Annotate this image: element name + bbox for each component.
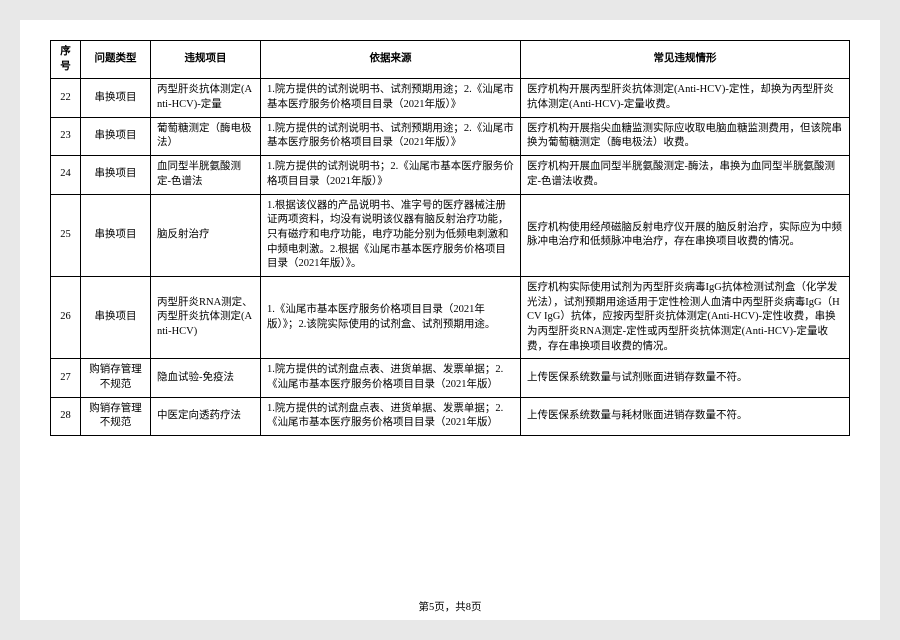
table-row: 22串换项目丙型肝炎抗体测定(Anti-HCV)-定量1.院方提供的试剂说明书、… xyxy=(51,79,850,117)
cell-violation: 医疗机构开展血同型半胱氨酸测定-酶法，串换为血同型半胱氨酸测定-色谱法收费。 xyxy=(521,156,850,194)
page-footer: 第5页，共8页 xyxy=(20,599,880,614)
cell-basis: 1.院方提供的试剂说明书、试剂预期用途；2.《汕尾市基本医疗服务价格项目目录（2… xyxy=(261,117,521,155)
violations-table: 序号 问题类型 违规项目 依据来源 常见违规情形 22串换项目丙型肝炎抗体测定(… xyxy=(50,40,850,436)
cell-seq: 25 xyxy=(51,194,81,276)
cell-item: 丙型肝炎抗体测定(Anti-HCV)-定量 xyxy=(151,79,261,117)
table-body: 22串换项目丙型肝炎抗体测定(Anti-HCV)-定量1.院方提供的试剂说明书、… xyxy=(51,79,850,436)
header-type: 问题类型 xyxy=(81,41,151,79)
table-row: 28购销存管理不规范中医定向透药疗法1.院方提供的试剂盘点表、进货单据、发票单据… xyxy=(51,397,850,435)
cell-item: 脑反射治疗 xyxy=(151,194,261,276)
cell-violation: 医疗机构使用经颅磁脑反射电疗仪开展的脑反射治疗，实际应为中频脉冲电治疗和低频脉冲… xyxy=(521,194,850,276)
cell-item: 血同型半胱氨酸测定-色谱法 xyxy=(151,156,261,194)
cell-basis: 1.院方提供的试剂盘点表、进货单据、发票单据；2.《汕尾市基本医疗服务价格项目目… xyxy=(261,359,521,397)
cell-type: 串换项目 xyxy=(81,194,151,276)
cell-type: 串换项目 xyxy=(81,156,151,194)
cell-seq: 27 xyxy=(51,359,81,397)
cell-basis: 1.院方提供的试剂盘点表、进货单据、发票单据；2.《汕尾市基本医疗服务价格项目目… xyxy=(261,397,521,435)
cell-item: 隐血试验-免疫法 xyxy=(151,359,261,397)
table-row: 27购销存管理不规范隐血试验-免疫法1.院方提供的试剂盘点表、进货单据、发票单据… xyxy=(51,359,850,397)
table-row: 25串换项目脑反射治疗1.根据该仪器的产品说明书、准字号的医疗器械注册证两项资料… xyxy=(51,194,850,276)
cell-seq: 24 xyxy=(51,156,81,194)
cell-seq: 22 xyxy=(51,79,81,117)
cell-item: 丙型肝炎RNA测定、丙型肝炎抗体测定(Anti-HCV) xyxy=(151,276,261,358)
table-row: 24串换项目血同型半胱氨酸测定-色谱法1.院方提供的试剂说明书；2.《汕尾市基本… xyxy=(51,156,850,194)
cell-type: 串换项目 xyxy=(81,276,151,358)
header-seq: 序号 xyxy=(51,41,81,79)
cell-violation: 上传医保系统数量与耗材账面进销存数量不符。 xyxy=(521,397,850,435)
cell-type: 购销存管理不规范 xyxy=(81,397,151,435)
cell-violation: 医疗机构开展指尖血糖监测实际应收取电脑血糖监测费用，但该院串换为葡萄糖测定（酶电… xyxy=(521,117,850,155)
table-row: 26串换项目丙型肝炎RNA测定、丙型肝炎抗体测定(Anti-HCV)1.《汕尾市… xyxy=(51,276,850,358)
cell-basis: 1.《汕尾市基本医疗服务价格项目目录（2021年版）》；2.该院实际使用的试剂盒… xyxy=(261,276,521,358)
cell-item: 葡萄糖测定（酶电极法） xyxy=(151,117,261,155)
cell-basis: 1.根据该仪器的产品说明书、准字号的医疗器械注册证两项资料，均没有说明该仪器有脑… xyxy=(261,194,521,276)
header-violation: 常见违规情形 xyxy=(521,41,850,79)
cell-basis: 1.院方提供的试剂说明书；2.《汕尾市基本医疗服务价格项目目录（2021年版）》 xyxy=(261,156,521,194)
header-item: 违规项目 xyxy=(151,41,261,79)
cell-violation: 医疗机构开展丙型肝炎抗体测定(Anti-HCV)-定性，却换为丙型肝炎抗体测定(… xyxy=(521,79,850,117)
cell-violation: 上传医保系统数量与试剂账面进销存数量不符。 xyxy=(521,359,850,397)
cell-violation: 医疗机构实际使用试剂为丙型肝炎病毒IgG抗体检测试剂盒（化学发光法），试剂预期用… xyxy=(521,276,850,358)
cell-seq: 28 xyxy=(51,397,81,435)
document-page: 序号 问题类型 违规项目 依据来源 常见违规情形 22串换项目丙型肝炎抗体测定(… xyxy=(20,20,880,620)
table-header-row: 序号 问题类型 违规项目 依据来源 常见违规情形 xyxy=(51,41,850,79)
table-row: 23串换项目葡萄糖测定（酶电极法）1.院方提供的试剂说明书、试剂预期用途；2.《… xyxy=(51,117,850,155)
cell-basis: 1.院方提供的试剂说明书、试剂预期用途；2.《汕尾市基本医疗服务价格项目目录（2… xyxy=(261,79,521,117)
header-basis: 依据来源 xyxy=(261,41,521,79)
cell-item: 中医定向透药疗法 xyxy=(151,397,261,435)
cell-seq: 23 xyxy=(51,117,81,155)
cell-seq: 26 xyxy=(51,276,81,358)
cell-type: 购销存管理不规范 xyxy=(81,359,151,397)
cell-type: 串换项目 xyxy=(81,117,151,155)
cell-type: 串换项目 xyxy=(81,79,151,117)
